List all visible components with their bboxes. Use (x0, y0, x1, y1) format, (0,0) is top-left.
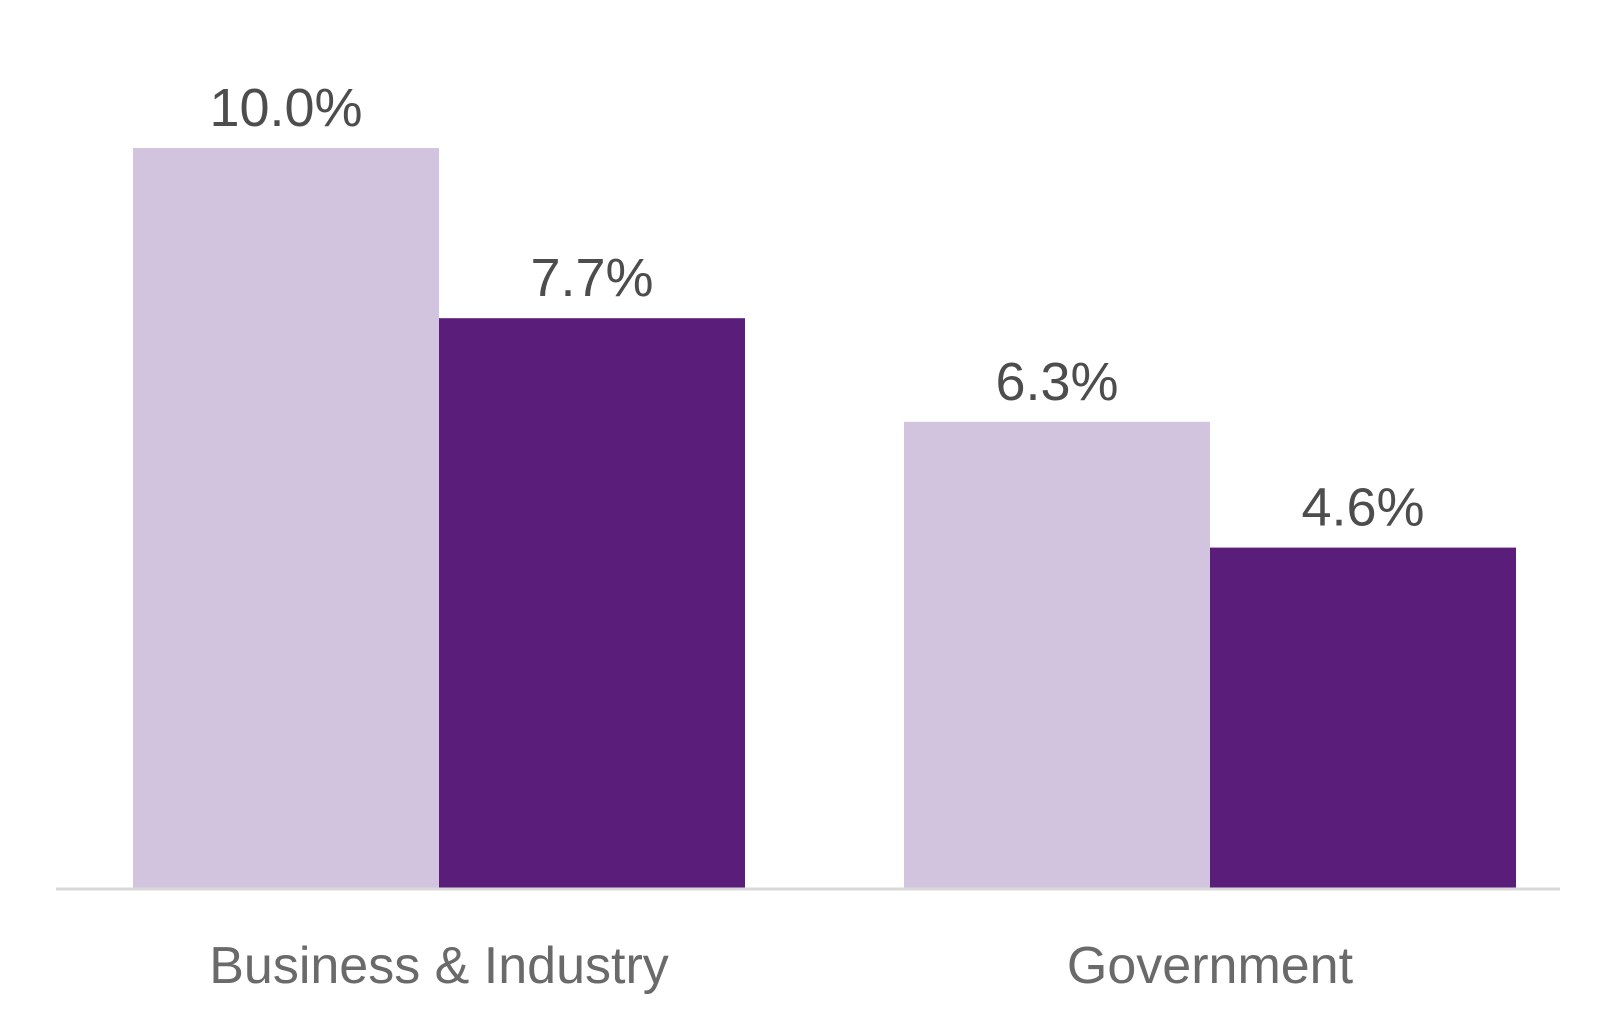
data-label-1-series-1: 10.0% (209, 78, 362, 138)
data-label-2-series-2: 4.6% (1301, 478, 1424, 538)
data-labels-layer: 10.0% 7.7% 6.3% 4.6% (209, 78, 1424, 538)
bar-2-series-2 (1210, 547, 1516, 888)
bar-2-series-1 (904, 421, 1210, 888)
data-label-2-series-1: 6.3% (995, 352, 1118, 412)
category-label-2: Government (1067, 937, 1354, 995)
category-label-1: Business & Industry (209, 937, 669, 995)
bar-1-series-1 (133, 148, 439, 888)
bar-1-series-2 (439, 318, 745, 888)
x-axis-categories: Business & Industry Government (209, 937, 1353, 995)
data-label-1-series-2: 7.7% (530, 248, 653, 308)
bars-layer (133, 148, 1516, 888)
